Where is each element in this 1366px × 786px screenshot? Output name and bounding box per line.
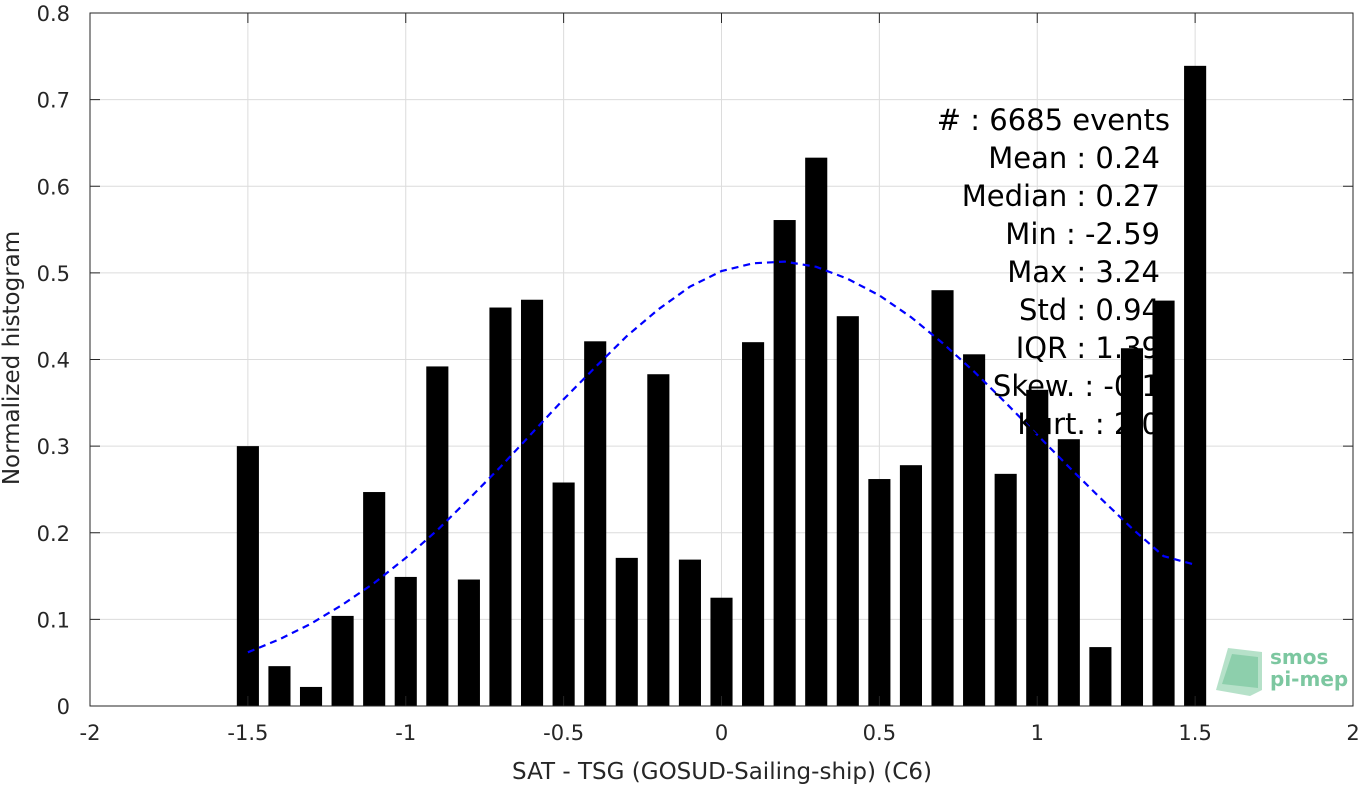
histogram-bar <box>236 446 259 706</box>
histogram-bar <box>1089 647 1112 706</box>
histogram-bar <box>268 666 291 706</box>
histogram-bar <box>1152 300 1175 706</box>
histogram-bar <box>773 220 796 706</box>
stat-line: Mean : 0.24 <box>988 141 1160 175</box>
histogram-bar <box>836 316 859 706</box>
y-tick-label: 0.7 <box>37 89 70 113</box>
y-tick-label: 0.2 <box>37 522 70 546</box>
histogram-bar <box>457 579 480 706</box>
x-tick-label: 1.5 <box>1178 721 1211 745</box>
y-tick-label: 0.3 <box>37 435 70 459</box>
histogram-bar <box>805 157 828 706</box>
histogram-bar <box>647 374 670 706</box>
y-axis-label: Normalized histogram <box>0 231 25 485</box>
y-tick-label: 0 <box>57 695 70 719</box>
x-tick-label: 1 <box>1031 721 1044 745</box>
histogram-bar <box>710 597 733 706</box>
smos-pi-mep-logo: smos pi-mep <box>1216 645 1348 696</box>
logo-graphic-icon <box>1222 654 1258 688</box>
y-tick-label: 0.4 <box>37 349 70 373</box>
gaussian-fit-curve <box>247 260 1196 654</box>
histogram-bar <box>1057 439 1080 706</box>
stat-line: IQR : 1.39 <box>1016 331 1160 365</box>
y-tick-label: 0.5 <box>37 262 70 286</box>
x-axis-label: SAT - TSG (GOSUD-Sailing-ship) (C6) <box>512 759 932 785</box>
histogram-bar <box>963 354 986 706</box>
x-tick-label: -1.5 <box>227 721 268 745</box>
stat-line: Max : 3.24 <box>1007 255 1160 289</box>
histogram-bar <box>1184 65 1207 706</box>
histogram-bar <box>742 342 765 706</box>
histogram-bar <box>331 615 354 706</box>
histogram-bar <box>1026 389 1049 706</box>
histogram-bar <box>615 557 638 706</box>
x-tick-label: -2 <box>80 721 101 745</box>
statistics-box: # : 6685 events Mean : 0.24 Median : 0.27 M… <box>937 103 1170 441</box>
histogram-bar <box>584 341 607 706</box>
stat-line: Kurt. : 2.0 <box>1017 407 1160 441</box>
logo-text-smos: smos <box>1270 645 1328 669</box>
histogram-bar <box>299 686 323 706</box>
histogram-bar <box>426 366 449 706</box>
x-tick-label: 0.5 <box>863 721 896 745</box>
y-tick-label: 0.6 <box>37 175 70 199</box>
histogram-bar <box>520 299 544 706</box>
stat-line: # : 6685 events <box>937 103 1170 137</box>
histogram-bar <box>678 559 701 706</box>
histogram-bar <box>868 479 891 706</box>
y-tick-labels: 0 0.1 0.2 0.3 0.4 0.5 0.6 0.7 0.8 <box>37 2 70 719</box>
histogram-bar <box>899 465 923 706</box>
histogram-bars <box>236 65 1207 706</box>
y-tick-label: 0.8 <box>37 2 70 26</box>
stat-line: Median : 0.27 <box>962 179 1160 213</box>
x-tick-label: -0.5 <box>543 721 584 745</box>
x-tick-label: -1 <box>395 721 416 745</box>
histogram-bar <box>552 482 575 706</box>
histogram-bar <box>394 576 417 706</box>
histogram-bar <box>489 307 512 706</box>
stat-line: Skew. : -0.1 <box>993 369 1160 403</box>
logo-text-pi-mep: pi-mep <box>1270 667 1348 691</box>
histogram-bar <box>931 290 954 706</box>
histogram-bar <box>363 492 386 706</box>
x-tick-labels: -2 -1.5 -1 -0.5 0 0.5 1 1.5 2 <box>80 721 1360 745</box>
x-tick-label: 0 <box>715 721 728 745</box>
fit-curve-line <box>247 260 1196 654</box>
stat-line: Std : 0.94 <box>1019 293 1160 327</box>
stat-line: Min : -2.59 <box>1005 217 1160 251</box>
x-tick-label: 2 <box>1346 721 1359 745</box>
axis-ticks <box>89 12 1354 707</box>
y-tick-label: 0.1 <box>37 608 70 632</box>
histogram-bar <box>994 473 1017 706</box>
